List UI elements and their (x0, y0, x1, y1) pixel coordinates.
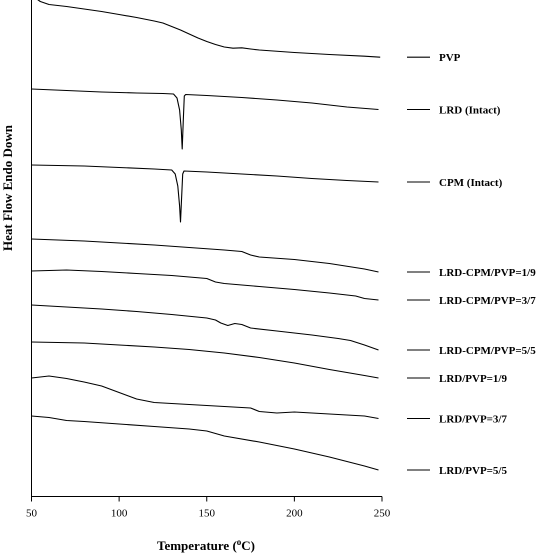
legend-label: PVP (439, 52, 461, 64)
series-line-lrd-cpm-pvp-1-9 (31, 238, 379, 273)
series-line-cpm-intact (31, 164, 379, 223)
legend-label: LRD-CPM/PVP=5/5 (439, 345, 536, 357)
legend-item-lrd-intact: LRD (Intact) (407, 105, 501, 117)
legend-item-lrd-pvp-5-5: LRD/PVP=5/5 (407, 465, 507, 477)
legend-label: LRD/PVP=3/7 (439, 414, 507, 426)
series-line-pvp (37, 0, 381, 58)
series-line-lrd-pvp-3-7 (31, 375, 379, 420)
legend-label: LRD-CPM/PVP=1/9 (439, 267, 536, 279)
legend-layer: PVP LRD (Intact) CPM (Intact) LRD-CPM/PVP=1… (407, 52, 536, 477)
y-axis-title: Heat Flow Endo Down (0, 124, 15, 251)
series-layer (31, 0, 381, 471)
legend-item-lrd-cpm-pvp-1-9: LRD-CPM/PVP=1/9 (407, 267, 536, 279)
x-tick-label: 250 (374, 508, 391, 520)
legend-label: LRD/PVP=1/9 (439, 373, 507, 385)
series-line-lrd-intact (31, 88, 379, 150)
x-tick-label: 50 (26, 508, 38, 520)
x-tick-label: 200 (286, 508, 303, 520)
series-line-lrd-pvp-5-5 (31, 415, 379, 471)
legend-label: LRD (Intact) (439, 105, 501, 117)
series-line-lrd-pvp-1-9 (31, 341, 379, 379)
x-axis-title-main: Temperature ( (157, 538, 237, 553)
legend-item-lrd-cpm-pvp-3-7: LRD-CPM/PVP=3/7 (407, 295, 536, 307)
x-tick-label: 100 (111, 508, 128, 520)
x-axis-title-superscript: o (237, 537, 242, 547)
x-axis-title-suffix: C) (241, 538, 255, 553)
legend-item-lrd-cpm-pvp-5-5: LRD-CPM/PVP=5/5 (407, 345, 536, 357)
series-line-lrd-cpm-pvp-5-5 (31, 304, 379, 351)
legend-item-pvp: PVP (407, 52, 461, 64)
legend-label: CPM (Intact) (439, 177, 503, 189)
x-tick-label: 150 (199, 508, 216, 520)
legend-item-cpm-intact: CPM (Intact) (407, 177, 503, 189)
legend-item-lrd-pvp-1-9: LRD/PVP=1/9 (407, 373, 507, 385)
series-line-lrd-cpm-pvp-3-7 (31, 269, 379, 301)
legend-label: LRD/PVP=5/5 (439, 465, 507, 477)
legend-item-lrd-pvp-3-7: LRD/PVP=3/7 (407, 414, 507, 426)
x-axis-title: Temperature (oC) (157, 537, 255, 553)
legend-label: LRD-CPM/PVP=3/7 (439, 295, 536, 307)
x-ticks-layer: 50 100 150 200 250 (26, 496, 391, 520)
